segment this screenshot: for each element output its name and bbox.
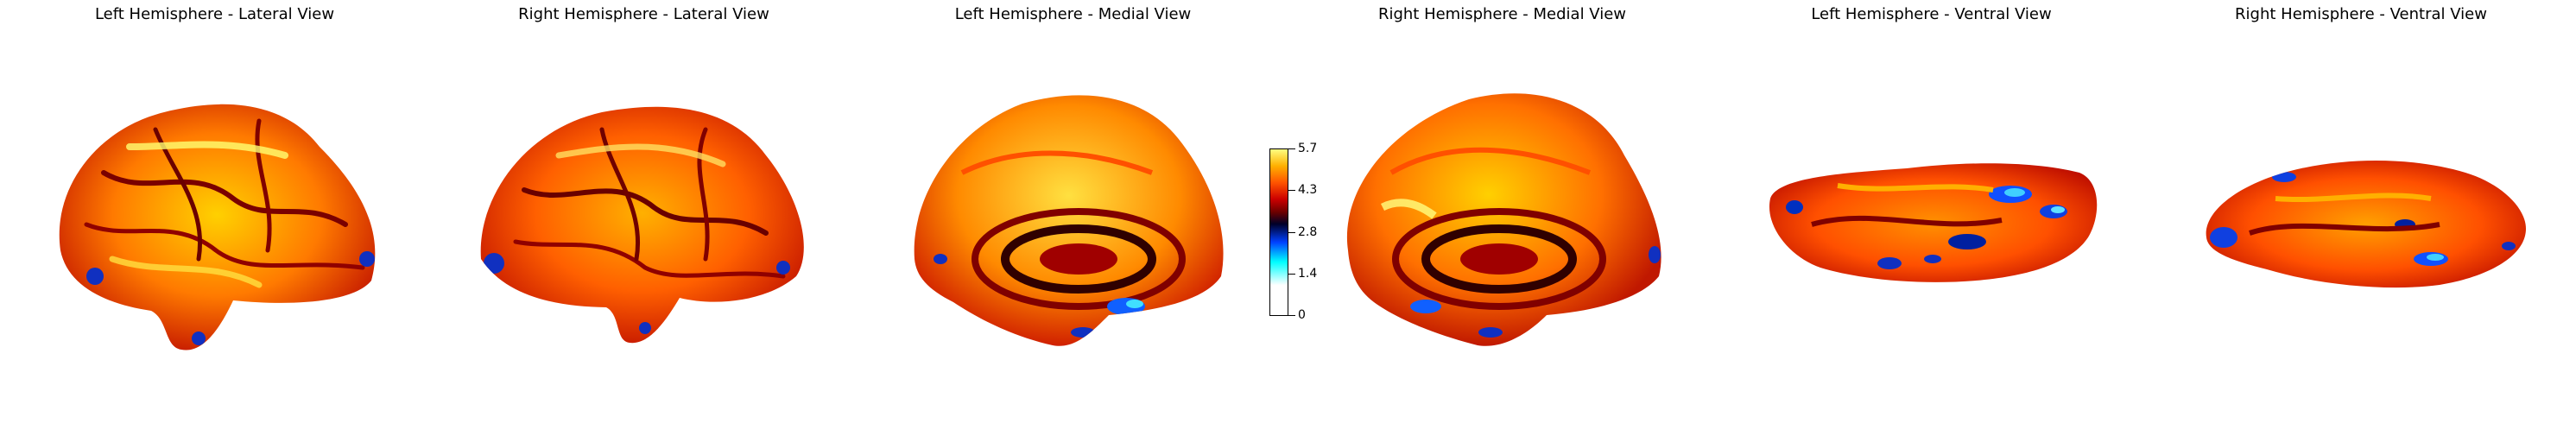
brain-surface-left-ventral [1769,163,2098,282]
panel-right-medial: Right Hemisphere - Medial View [1288,0,1717,442]
panel-title: Right Hemisphere - Medial View [1377,5,1627,23]
panel-left-lateral: Left Hemisphere - Lateral View [0,0,429,442]
colorbar-tick-label: 2.8 [1298,225,1318,239]
panel-right-ventral: Right Hemisphere - Ventral View [2146,0,2576,442]
brain-surface-right-ventral [2206,160,2526,288]
brain-surface-right-lateral [480,106,804,344]
colorbar-tick-label: 5.7 [1298,142,1318,155]
colorbar-tick [1288,315,1295,316]
panel-title: Right Hemisphere - Ventral View [2235,5,2487,23]
panel-title: Left Hemisphere - Ventral View [1811,5,2052,23]
panel-left-medial: Left Hemisphere - Medial View [858,0,1288,442]
panel-title: Left Hemisphere - Medial View [954,5,1192,23]
panel-title: Right Hemisphere - Lateral View [518,5,769,23]
panel-title: Left Hemisphere - Lateral View [94,5,335,23]
colorbar-tick-label: 4.3 [1298,183,1318,197]
panel-right-lateral: Right Hemisphere - Lateral View [429,0,858,442]
colorbar-tick-label: 1.4 [1298,267,1318,281]
colorbar-tick [1288,274,1295,275]
brain-surface-left-lateral [59,104,376,350]
brain-surface-left-medial [914,95,1224,346]
colorbar-tick [1288,232,1295,233]
colorbar-tick-label: 0 [1298,308,1306,322]
panel-left-ventral: Left Hemisphere - Ventral View [1717,0,2146,442]
brain-surface-right-medial [1346,93,1661,346]
colorbar-tick [1288,148,1295,149]
colorbar-tick [1288,190,1295,191]
colorbar [1269,148,1288,316]
